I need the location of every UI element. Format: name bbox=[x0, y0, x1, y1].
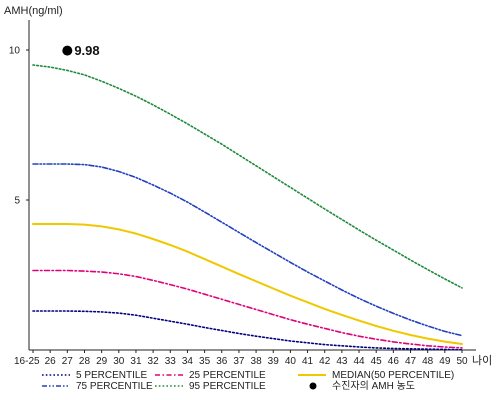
legend-label-4: 95 PERCENTILE bbox=[189, 381, 266, 392]
x-tick-label: 35 bbox=[199, 356, 211, 367]
x-tick-label: 49 bbox=[439, 356, 451, 367]
x-tick-label: 39 bbox=[268, 356, 280, 367]
x-tick-label: 38 bbox=[251, 356, 263, 367]
series-line-3 bbox=[32, 163, 463, 337]
x-tick-label: 47 bbox=[405, 356, 417, 367]
x-tick-label: 30 bbox=[113, 356, 125, 367]
x-tick-label: 42 bbox=[319, 356, 331, 367]
x-tick-label: 41 bbox=[302, 356, 314, 367]
x-tick-label: 26 bbox=[45, 356, 57, 367]
patient-marker: 9.98 bbox=[62, 43, 100, 58]
series-line-4 bbox=[32, 64, 463, 289]
marker-value-label: 9.98 bbox=[74, 43, 99, 58]
x-tick-label: 46 bbox=[388, 356, 400, 367]
x-tick-label: 16-25 bbox=[14, 356, 40, 367]
x-tick-label: 34 bbox=[182, 356, 194, 367]
x-tick-label: 32 bbox=[148, 356, 160, 367]
x-tick-label: 29 bbox=[96, 356, 108, 367]
x-tick-label: 44 bbox=[353, 356, 365, 367]
legend-label-0: 5 PERCENTILE bbox=[76, 370, 147, 381]
y-tick-label: 10 bbox=[9, 46, 21, 57]
series-line-1 bbox=[32, 269, 463, 349]
x-tick-label: 27 bbox=[62, 356, 74, 367]
marker-point bbox=[62, 45, 73, 56]
x-tick-label: 43 bbox=[336, 356, 348, 367]
x-tick-label: 48 bbox=[422, 356, 434, 367]
legend-label-2: MEDIAN(50 PERCENTILE) bbox=[332, 370, 454, 381]
x-tick-label: 33 bbox=[165, 356, 177, 367]
series-lines bbox=[32, 64, 463, 351]
x-axis-title: 나이 bbox=[472, 354, 492, 367]
series-line-2 bbox=[32, 223, 463, 345]
series-line-0 bbox=[32, 310, 463, 351]
x-ticks: 16-25 26 27 28 29 30 31 32 33 34 35 36 37 38 39 40 41 42 4… bbox=[14, 350, 468, 367]
legend-label-3: 75 PERCENTILE bbox=[76, 381, 153, 392]
x-tick-label: 40 bbox=[285, 356, 297, 367]
legend-label-1: 25 PERCENTILE bbox=[189, 370, 266, 381]
x-tick-label: 37 bbox=[233, 356, 245, 367]
x-tick-label: 36 bbox=[216, 356, 228, 367]
x-tick-label: 50 bbox=[456, 356, 468, 367]
legend-marker-label: 수진자의 AMH 농도 bbox=[332, 380, 415, 392]
x-tick-label: 28 bbox=[79, 356, 91, 367]
x-tick-label: 45 bbox=[371, 356, 383, 367]
y-axis-title: AMH(ng/ml) bbox=[4, 5, 63, 17]
x-tick-label: 31 bbox=[130, 356, 142, 367]
y-ticks: 5 10 bbox=[9, 46, 29, 207]
y-tick-label: 5 bbox=[14, 196, 20, 207]
legend: 5 PERCENTILE 25 PERCENTILE MEDIAN(50 PERCE… bbox=[42, 370, 454, 392]
legend-marker-swatch bbox=[309, 382, 317, 390]
